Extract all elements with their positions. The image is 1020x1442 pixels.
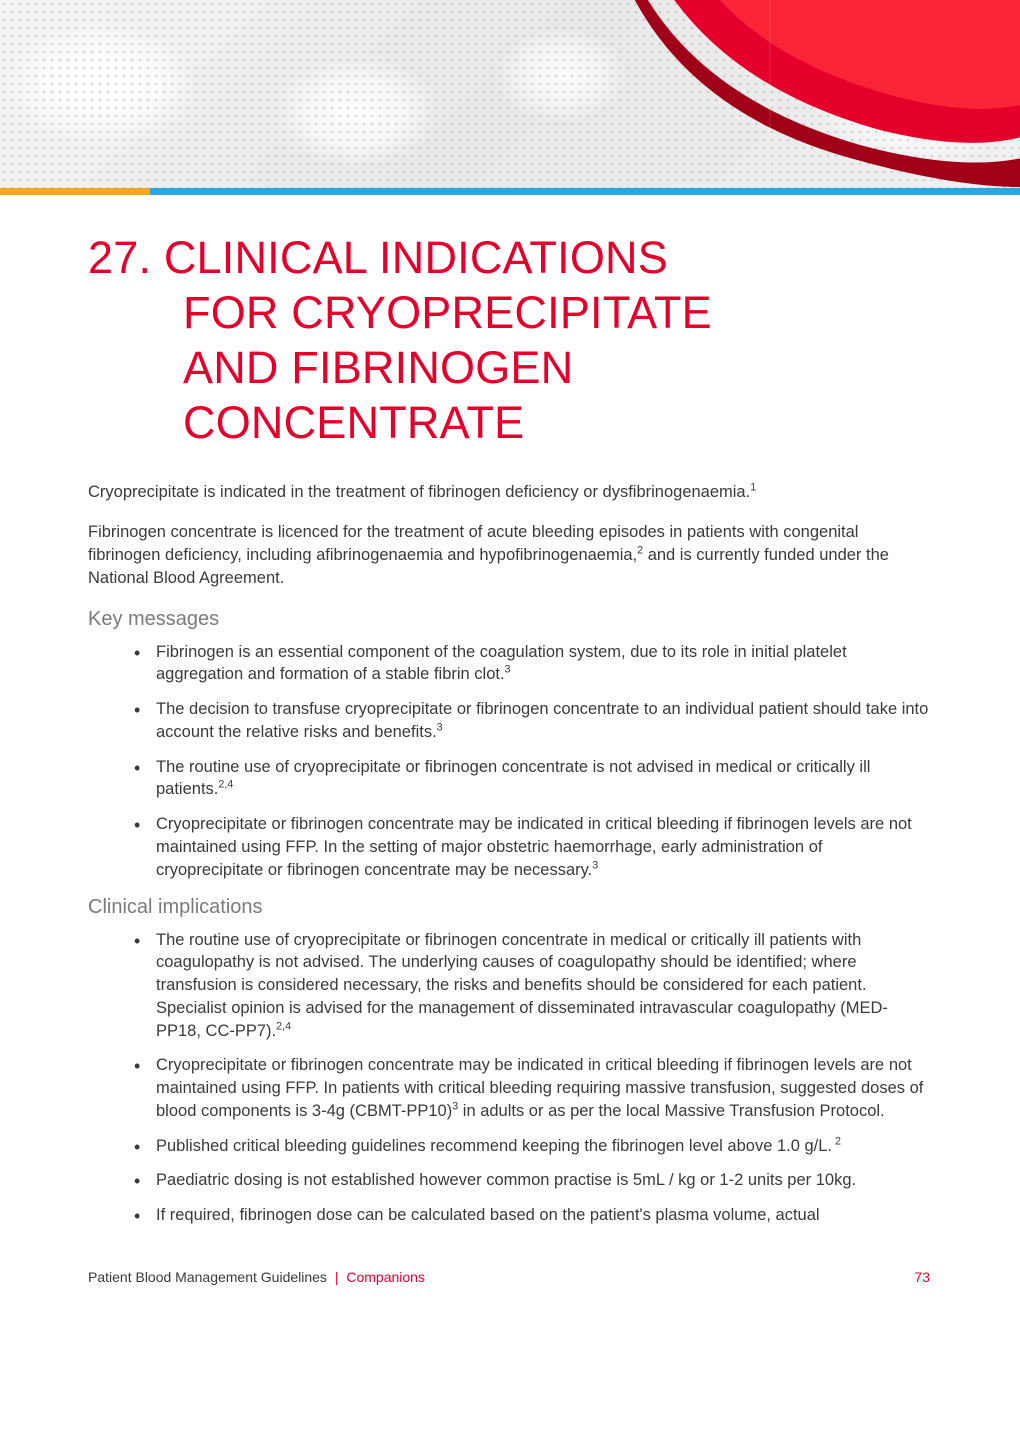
key-messages-list: Fibrinogen is an essential component of … xyxy=(88,641,932,882)
para1-text: Cryoprecipitate is indicated in the trea… xyxy=(88,483,750,501)
item-citation: 2,4 xyxy=(276,1020,291,1032)
page-content: 27. CLINICAL INDICATIONS FOR CRYOPRECIPI… xyxy=(0,195,1020,1227)
item-text: Fibrinogen is an essential component of … xyxy=(156,643,847,684)
item-text: The decision to transfuse cryoprecipitat… xyxy=(156,700,928,741)
title-line-2: FOR CRYOPRECIPITATE xyxy=(88,286,932,341)
accent-bar-orange-segment xyxy=(0,188,150,195)
clinical-implications-list: The routine use of cryoprecipitate or fi… xyxy=(88,929,932,1227)
intro-paragraph-2: Fibrinogen concentrate is licenced for t… xyxy=(88,521,932,589)
list-item: The routine use of cryoprecipitate or fi… xyxy=(134,929,932,1043)
para1-citation: 1 xyxy=(750,481,756,493)
page-number: 73 xyxy=(914,1269,930,1285)
page-footer: Patient Blood Management Guidelines | Co… xyxy=(0,1241,1020,1315)
chapter-title: 27. CLINICAL INDICATIONS FOR CRYOPRECIPI… xyxy=(88,231,932,451)
footer-doc-title: Patient Blood Management Guidelines xyxy=(88,1269,327,1285)
list-item: Paediatric dosing is not established how… xyxy=(134,1169,932,1192)
title-line-3: AND FIBRINOGEN xyxy=(88,341,932,396)
intro-paragraph-1: Cryoprecipitate is indicated in the trea… xyxy=(88,481,932,504)
footer-section-label: Companions xyxy=(346,1269,425,1285)
item-text-b: in adults or as per the local Massive Tr… xyxy=(458,1102,884,1120)
list-item: If required, fibrinogen dose can be calc… xyxy=(134,1204,932,1227)
item-text: Cryoprecipitate or fibrinogen concentrat… xyxy=(156,815,912,879)
list-item: Published critical bleeding guidelines r… xyxy=(134,1135,932,1158)
item-citation: 3 xyxy=(505,664,511,676)
list-item: Cryoprecipitate or fibrinogen concentrat… xyxy=(134,813,932,881)
accent-color-bar xyxy=(0,188,1020,195)
item-text: If required, fibrinogen dose can be calc… xyxy=(156,1206,820,1224)
item-text: Published critical bleeding guidelines r… xyxy=(156,1137,832,1155)
section-heading-clinical-implications: Clinical implications xyxy=(88,896,932,919)
item-citation: 3 xyxy=(437,721,443,733)
list-item: The decision to transfuse cryoprecipitat… xyxy=(134,698,932,744)
red-swoosh-graphic xyxy=(620,0,1020,188)
item-text: Paediatric dosing is not established how… xyxy=(156,1171,856,1189)
item-text: The routine use of cryoprecipitate or fi… xyxy=(156,931,888,1040)
list-item: Cryoprecipitate or fibrinogen concentrat… xyxy=(134,1054,932,1122)
footer-breadcrumb: Patient Blood Management Guidelines | Co… xyxy=(88,1269,425,1285)
footer-divider: | xyxy=(331,1269,343,1285)
item-text: The routine use of cryoprecipitate or fi… xyxy=(156,758,870,799)
item-citation: 2,4 xyxy=(218,779,233,791)
title-line-1: 27. CLINICAL INDICATIONS xyxy=(88,232,668,283)
list-item: The routine use of cryoprecipitate or fi… xyxy=(134,756,932,802)
list-item: Fibrinogen is an essential component of … xyxy=(134,641,932,687)
header-banner xyxy=(0,0,1020,188)
item-citation: 2 xyxy=(832,1135,841,1147)
accent-bar-blue-segment xyxy=(150,188,1020,195)
section-heading-key-messages: Key messages xyxy=(88,608,932,631)
title-line-4: CONCENTRATE xyxy=(88,396,932,451)
item-citation: 3 xyxy=(592,859,598,871)
